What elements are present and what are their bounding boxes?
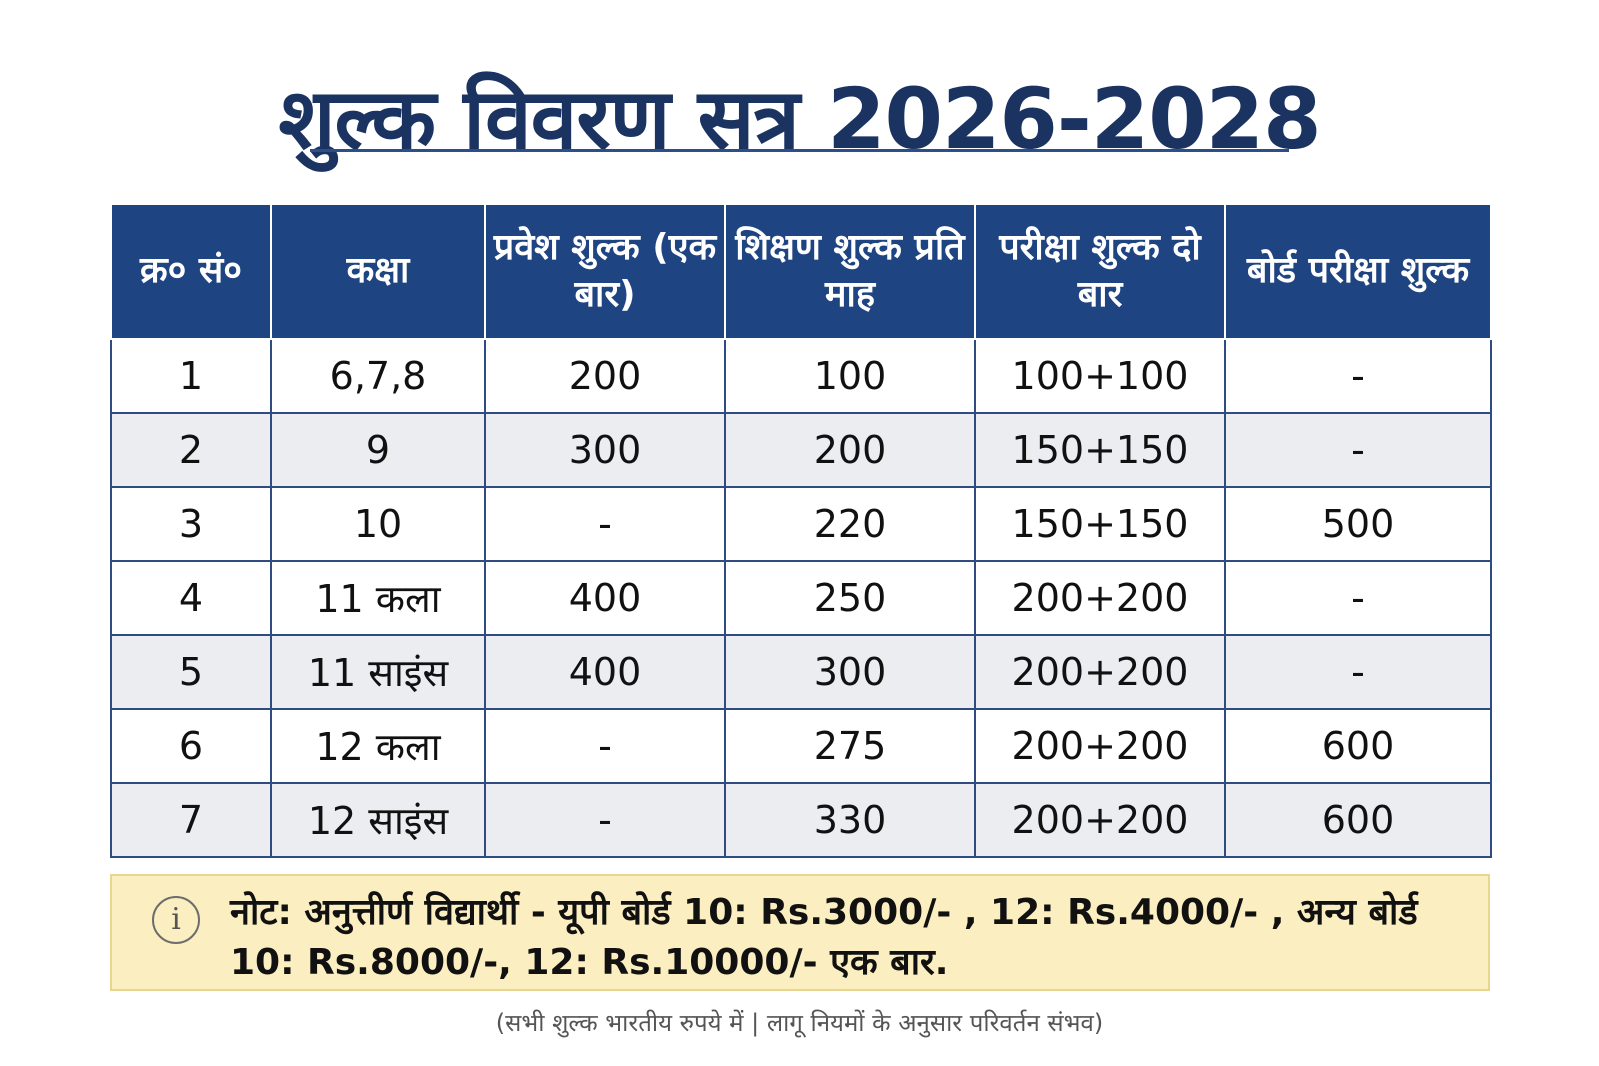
cell-tuition-fee: 250	[724, 560, 976, 636]
cell-admission-fee: -	[484, 486, 726, 562]
table-row: 3 10 - 220 150+150 500	[110, 486, 1492, 562]
table-row: 2 9 300 200 150+150 -	[110, 412, 1492, 488]
cell-class: 12 कला	[270, 708, 486, 784]
cell-tuition-fee: 200	[724, 412, 976, 488]
cell-serial-no: 4	[110, 560, 272, 636]
cell-exam-fee: 200+200	[974, 560, 1226, 636]
note-text: नोट: अनुत्तीर्ण विद्यार्थी - यूपी बोर्ड …	[230, 892, 1418, 983]
cell-class: 9	[270, 412, 486, 488]
cell-admission-fee: 200	[484, 338, 726, 414]
cell-exam-fee: 100+100	[974, 338, 1226, 414]
cell-tuition-fee: 100	[724, 338, 976, 414]
cell-admission-fee: 300	[484, 412, 726, 488]
cell-tuition-fee: 275	[724, 708, 976, 784]
header-exam-fee: परीक्षा शुल्क दो बार	[974, 203, 1226, 340]
table-row: 4 11 कला 400 250 200+200 -	[110, 560, 1492, 636]
cell-tuition-fee: 300	[724, 634, 976, 710]
cell-admission-fee: -	[484, 782, 726, 858]
cell-exam-fee: 150+150	[974, 412, 1226, 488]
cell-serial-no: 7	[110, 782, 272, 858]
cell-board-exam-fee: -	[1224, 634, 1492, 710]
fee-table: क्र० सं० कक्षा प्रवेश शुल्क (एक बार) शिक…	[110, 203, 1492, 858]
cell-admission-fee: 400	[484, 560, 726, 636]
cell-board-exam-fee: -	[1224, 338, 1492, 414]
cell-admission-fee: -	[484, 708, 726, 784]
cell-exam-fee: 200+200	[974, 782, 1226, 858]
header-admission-fee: प्रवेश शुल्क (एक बार)	[484, 203, 726, 340]
info-icon: i	[152, 896, 200, 944]
cell-class: 12 साइंस	[270, 782, 486, 858]
table-header-row: क्र० सं० कक्षा प्रवेश शुल्क (एक बार) शिक…	[110, 203, 1492, 340]
table-row: 1 6,7,8 200 100 100+100 -	[110, 338, 1492, 414]
cell-serial-no: 5	[110, 634, 272, 710]
cell-tuition-fee: 220	[724, 486, 976, 562]
table-row: 6 12 कला - 275 200+200 600	[110, 708, 1492, 784]
cell-board-exam-fee: -	[1224, 412, 1492, 488]
cell-class: 6,7,8	[270, 338, 486, 414]
header-tuition-fee: शिक्षण शुल्क प्रति माह	[724, 203, 976, 340]
footer-caption: (सभी शुल्क भारतीय रुपये में | लागू नियमो…	[495, 1009, 1104, 1037]
cell-serial-no: 6	[110, 708, 272, 784]
cell-class: 11 कला	[270, 560, 486, 636]
cell-exam-fee: 200+200	[974, 634, 1226, 710]
page-title: शुल्क विवरण सत्र 2026-2028	[278, 70, 1321, 168]
cell-tuition-fee: 330	[724, 782, 976, 858]
note-box: i नोट: अनुत्तीर्ण विद्यार्थी - यूपी बोर्…	[110, 874, 1490, 991]
cell-exam-fee: 200+200	[974, 708, 1226, 784]
cell-class: 10	[270, 486, 486, 562]
cell-board-exam-fee: -	[1224, 560, 1492, 636]
cell-class: 11 साइंस	[270, 634, 486, 710]
header-class: कक्षा	[270, 203, 486, 340]
cell-exam-fee: 150+150	[974, 486, 1226, 562]
cell-board-exam-fee: 600	[1224, 708, 1492, 784]
cell-serial-no: 3	[110, 486, 272, 562]
cell-board-exam-fee: 500	[1224, 486, 1492, 562]
cell-board-exam-fee: 600	[1224, 782, 1492, 858]
cell-serial-no: 2	[110, 412, 272, 488]
title-underline	[310, 149, 1289, 152]
table-row: 7 12 साइंस - 330 200+200 600	[110, 782, 1492, 858]
header-board-exam-fee: बोर्ड परीक्षा शुल्क	[1224, 203, 1492, 340]
table-row: 5 11 साइंस 400 300 200+200 -	[110, 634, 1492, 710]
cell-admission-fee: 400	[484, 634, 726, 710]
header-serial-no: क्र० सं०	[110, 203, 272, 340]
cell-serial-no: 1	[110, 338, 272, 414]
